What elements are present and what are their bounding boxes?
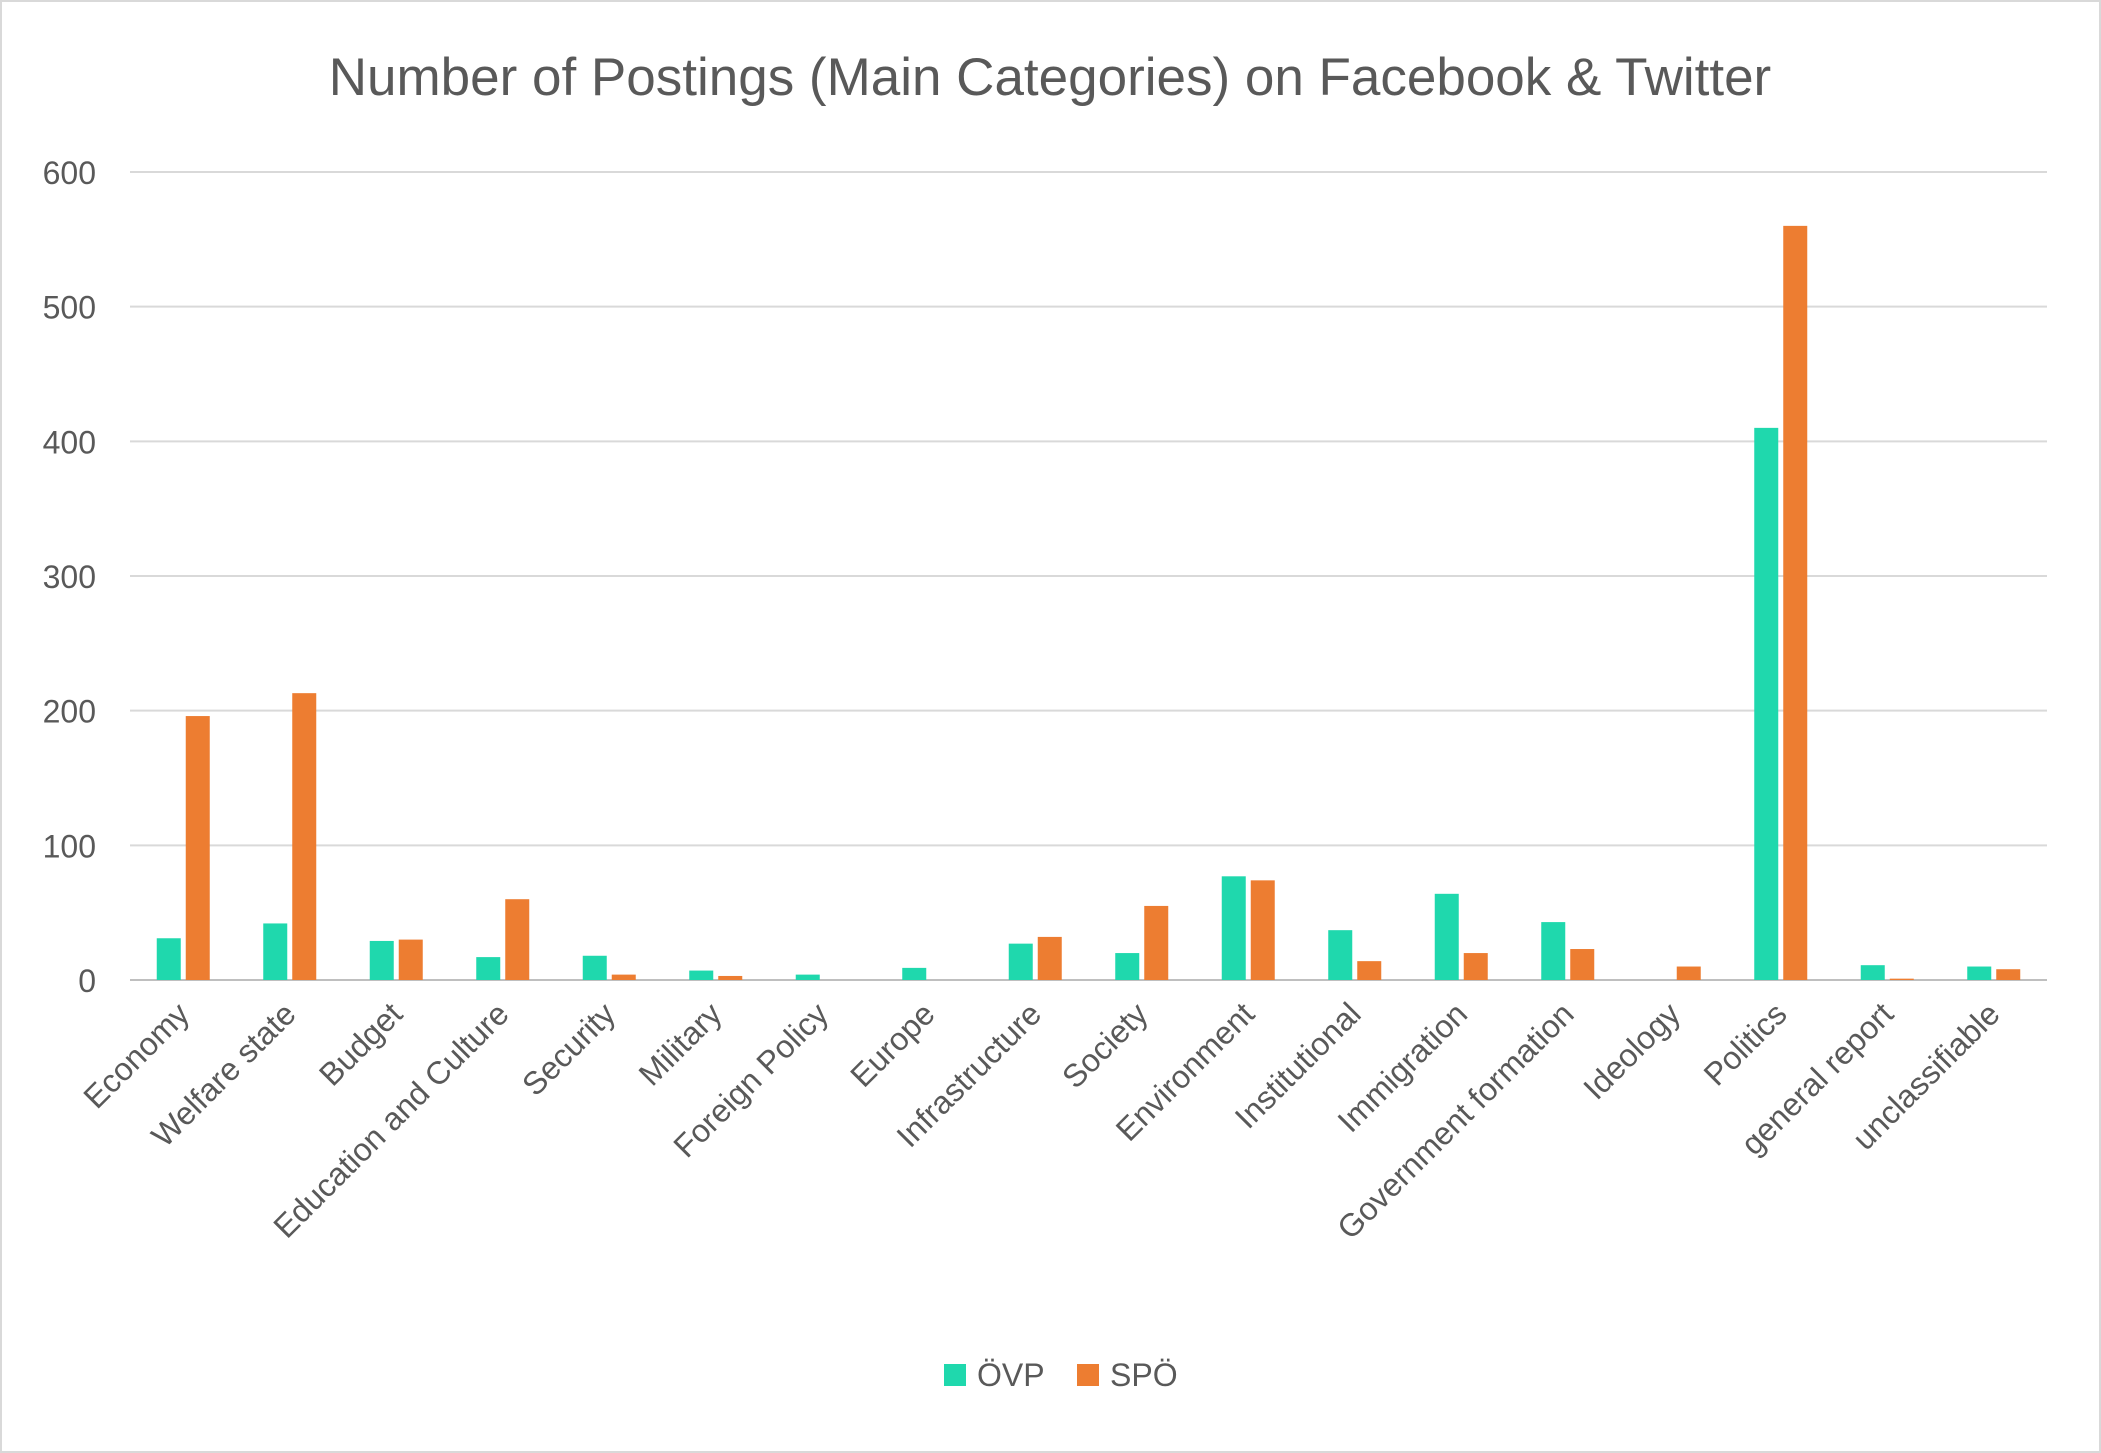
bar-övp-unclassifiable (1967, 966, 1992, 980)
bar-spö-education-and-culture (505, 899, 530, 980)
legend-label: ÖVP (977, 1357, 1045, 1393)
legend-swatch-spö (1077, 1364, 1099, 1386)
bar-övp-budget (369, 940, 394, 980)
bar-övp-government-formation (1541, 922, 1566, 980)
bar-spö-government-formation (1570, 949, 1595, 980)
bar-spö-immigration (1463, 953, 1488, 980)
bar-övp-infrastructure (1008, 943, 1033, 980)
y-tick-label: 400 (43, 424, 96, 460)
bar-spö-budget (398, 939, 423, 980)
bar-spö-welfare-state (292, 693, 317, 980)
bar-spö-military (718, 975, 743, 980)
bars (156, 225, 2021, 980)
bar-spö-politics (1783, 225, 1808, 980)
gridlines (130, 171, 2047, 981)
y-tick-label: 500 (43, 290, 96, 326)
bar-övp-europe (902, 967, 927, 980)
y-tick-label: 100 (43, 828, 96, 864)
x-tick-label: Security (515, 995, 622, 1102)
bar-spö-infrastructure (1037, 936, 1062, 980)
bar-spö-economy (185, 716, 210, 980)
bar-övp-education-and-culture (476, 957, 501, 980)
bar-övp-military (689, 970, 714, 980)
legend: ÖVP SPÖ (944, 1357, 1178, 1393)
bar-spö-unclassifiable (1996, 969, 2021, 980)
x-tick-label: Budget (312, 995, 409, 1092)
bar-spö-security (611, 974, 636, 980)
x-tick-label: Ideology (1576, 995, 1687, 1106)
bar-spö-society (1144, 905, 1169, 980)
bar-övp-security (582, 955, 607, 980)
bar-spö-institutional (1357, 961, 1382, 980)
x-tick-label: Europe (843, 995, 941, 1093)
bar-spö-general-report (1889, 978, 1914, 980)
bar-övp-institutional (1328, 930, 1353, 980)
legend-swatch-övp (944, 1364, 966, 1386)
bar-spö-ideology (1676, 966, 1701, 980)
bar-övp-economy (156, 938, 181, 980)
bar-övp-society (1115, 953, 1140, 980)
y-axis: 0 100 200 300 400 500 600 (43, 155, 96, 999)
x-tick-label: Society (1055, 995, 1155, 1095)
bar-övp-foreign-policy (795, 974, 820, 980)
x-tick-label: Politics (1697, 995, 1794, 1092)
y-tick-label: 600 (43, 155, 96, 191)
bar-spö-environment (1250, 880, 1275, 980)
bar-övp-politics (1754, 427, 1779, 980)
legend-label: SPÖ (1110, 1357, 1178, 1393)
y-tick-label: 300 (43, 559, 96, 595)
y-tick-label: 200 (43, 694, 96, 730)
chart-title: Number of Postings (Main Categories) on … (329, 48, 1771, 107)
bar-övp-immigration (1434, 893, 1459, 980)
bar-övp-welfare-state (263, 923, 288, 980)
y-tick-label: 0 (78, 963, 96, 999)
x-tick-label: Military (632, 995, 729, 1092)
bar-övp-environment (1221, 876, 1246, 980)
bar-övp-general-report (1860, 965, 1885, 980)
